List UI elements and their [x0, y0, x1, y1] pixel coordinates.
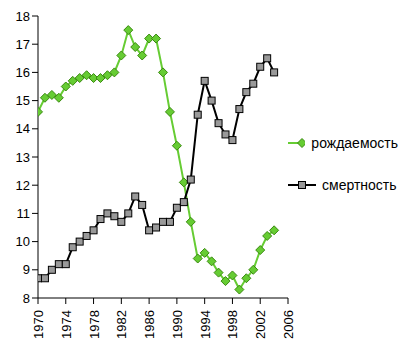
svg-text:11: 11	[17, 206, 31, 221]
svg-text:15: 15	[16, 93, 30, 108]
svg-text:10: 10	[16, 234, 30, 249]
svg-text:1982: 1982	[114, 310, 129, 339]
svg-text:14: 14	[16, 121, 30, 136]
svg-text:2002: 2002	[253, 310, 268, 339]
svg-text:1990: 1990	[170, 310, 185, 339]
svg-text:9: 9	[23, 262, 30, 277]
svg-text:13: 13	[16, 150, 30, 165]
svg-text:17: 17	[16, 37, 30, 52]
svg-text:1974: 1974	[59, 310, 74, 339]
svg-text:8: 8	[23, 291, 30, 306]
svg-text:1994: 1994	[198, 310, 213, 339]
svg-text:18: 18	[16, 9, 30, 24]
svg-text:1998: 1998	[225, 310, 240, 339]
svg-text:1970: 1970	[31, 310, 46, 339]
svg-text:16: 16	[16, 65, 30, 80]
svg-text:1986: 1986	[142, 310, 157, 339]
svg-text:1978: 1978	[87, 310, 102, 339]
svg-text:12: 12	[16, 178, 30, 193]
html-text:смертность: смертность	[322, 177, 397, 193]
html-text:рождаемость: рождаемость	[311, 135, 398, 151]
svg-text:2006: 2006	[281, 310, 296, 339]
